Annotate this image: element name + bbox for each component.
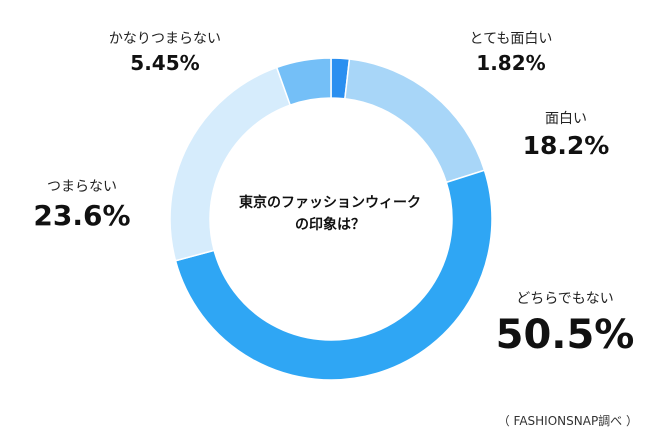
category-label-0: とても面白い [469,31,553,47]
category-label-1: 面白い [545,111,587,127]
chart-title-line-2: の印象は？ [295,217,365,233]
value-label-1: 18.2% [522,131,610,160]
value-label-0: 1.82% [476,51,546,75]
category-label-2: どちらでもない [516,291,614,307]
label-slice-4: かなりつまらない 5.45% [90,30,240,78]
source-note: （ FASHIONSNAP調べ ） [497,414,638,428]
value-label-3: 23.6% [33,199,131,232]
label-slice-3: つまらない 23.6% [22,178,142,236]
chart-title: 東京のファッションウィーク の印象は？ [200,192,460,236]
donut-slice-2 [174,169,493,381]
chart-title-line-1: 東京のファッションウィーク [239,195,421,211]
category-label-3: つまらない [47,179,117,195]
value-label-4: 5.45% [130,51,200,75]
label-slice-1: 面白い 18.2% [516,110,616,164]
category-label-4: かなりつまらない [108,31,222,47]
label-slice-0: とても面白い 1.82% [456,30,566,78]
donut-slice-4 [275,57,332,107]
label-slice-2: どちらでもない 50.5% [490,290,640,362]
value-label-2: 50.5% [495,312,635,358]
